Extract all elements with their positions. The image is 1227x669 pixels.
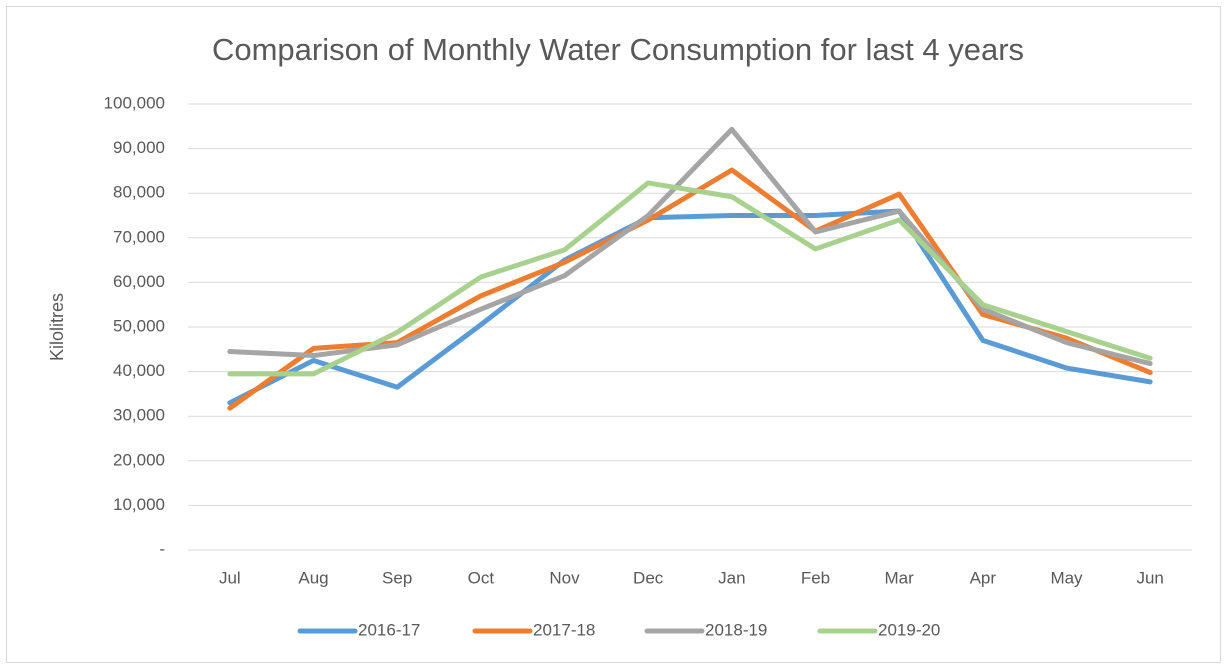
x-tick-label: May: [1050, 568, 1083, 587]
y-tick-label: 100,000: [104, 93, 165, 112]
y-tick-label: 60,000: [113, 272, 165, 291]
x-tick-label: Nov: [549, 568, 580, 587]
x-tick-label: Sep: [382, 568, 412, 587]
series-line: [227, 180, 1153, 377]
legend-label: 2018-19: [705, 620, 767, 639]
series-line: [227, 208, 1153, 406]
y-tick-label: 80,000: [113, 183, 165, 202]
x-tick-label: Feb: [801, 568, 830, 587]
chart-title: Comparison of Monthly Water Consumption …: [212, 32, 1024, 67]
x-tick-label: Apr: [970, 568, 997, 587]
y-tick-label: 90,000: [113, 138, 165, 157]
x-tick-label: Jun: [1136, 568, 1163, 587]
y-axis-label: Kilolitres: [47, 293, 67, 361]
y-tick-label: 20,000: [113, 450, 165, 469]
x-tick-label: Jan: [718, 568, 745, 587]
y-tick-label: 30,000: [113, 406, 165, 425]
y-tick-label: -: [159, 539, 165, 558]
x-tick-label: Jul: [219, 568, 241, 587]
series-line: [227, 126, 1153, 367]
series-line: [227, 167, 1153, 411]
legend-label: 2017-18: [533, 620, 595, 639]
x-tick-label: Dec: [633, 568, 664, 587]
y-tick-label: 10,000: [113, 495, 165, 514]
x-tick-label: Oct: [468, 568, 495, 587]
y-tick-label: 40,000: [113, 361, 165, 380]
legend-label: 2016-17: [358, 620, 420, 639]
y-tick-label: 50,000: [113, 316, 165, 335]
chart-border: [6, 6, 1221, 663]
x-tick-label: Mar: [885, 568, 915, 587]
x-tick-label: Aug: [298, 568, 328, 587]
y-tick-label: 70,000: [113, 227, 165, 246]
legend-label: 2019-20: [878, 620, 940, 639]
